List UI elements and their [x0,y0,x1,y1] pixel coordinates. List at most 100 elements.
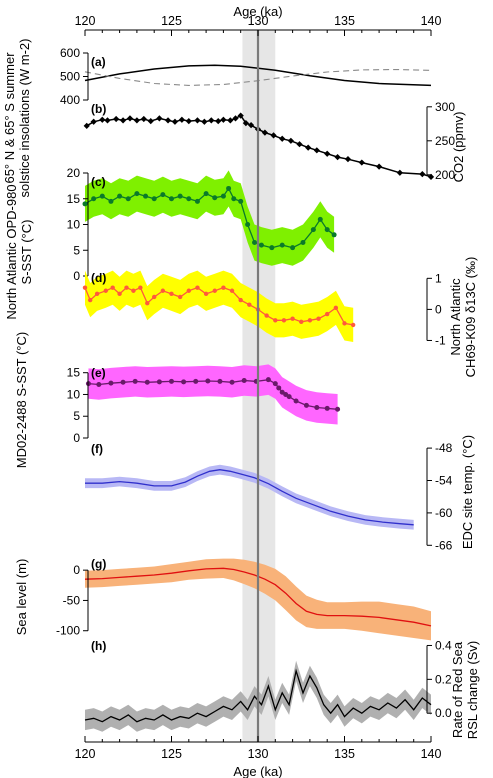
data-point [303,402,309,408]
data-point [126,115,134,122]
data-point [242,120,250,127]
data-point [276,385,282,391]
y-tick-label: 1 [435,271,442,285]
data-point [305,144,312,151]
panel-tag: (b) [91,102,106,116]
data-point [333,305,339,311]
data-point [217,378,223,384]
data-point [258,242,264,248]
data-point [212,195,218,201]
data-point [208,117,215,124]
data-point [229,288,235,293]
data-point [99,193,105,199]
data-point [96,381,102,387]
data-point [334,154,341,161]
data-point [132,378,138,384]
uncertainty-band [85,270,354,342]
series-line-0 [84,64,432,87]
data-point [138,285,143,290]
data-point [164,117,172,124]
panel-5: -48 -54 -60 -66 (f) [85,441,453,552]
data-point [178,116,185,123]
insolation-axis-title: 65° N & 65° S summersolstice insolations… [2,39,32,198]
y-tick-label: 600 [60,46,80,60]
data-point [331,232,337,238]
data-point [231,196,237,202]
data-point [342,321,347,326]
x-tick-label: 140 [421,747,442,761]
data-point [232,115,239,122]
x-tick-label: 130 [248,747,269,761]
data-point [117,193,123,199]
data-point [265,377,271,383]
data-point [300,240,306,246]
data-point [281,318,287,323]
data-point [238,198,244,204]
y-tick-label: -100 [56,624,80,638]
sealevel-axis-title: Sea level (m) [14,559,29,636]
data-point [119,117,127,124]
panel-2: 0 5 10 15 20 (c) [67,166,337,283]
data-point [227,117,234,124]
data-point [177,294,183,300]
data-point [220,116,227,123]
y-tick-label: -66 [435,538,453,552]
data-point [113,115,120,123]
data-point [203,191,209,197]
y-tick-label: 5 [73,243,80,257]
panel-6: -100 -50 0 (g) [56,557,432,641]
data-point [317,216,323,222]
y-tick-label: 400 [60,93,80,107]
data-point [169,196,174,202]
x-tick-label: 130 [248,14,269,28]
data-point [307,318,313,323]
uncertainty-band [85,170,335,266]
data-point [147,117,154,125]
y-tick-label: 0.0 [435,706,452,720]
y-tick-label: 0 [73,563,80,577]
x-tick-label: 125 [161,14,182,28]
data-point [186,288,191,293]
data-point [156,115,163,122]
ch69-axis-title: North AtlanticCH69-K09 δ13C (‰) [448,257,478,378]
panel-tag: (h) [91,639,106,653]
data-point [185,117,192,125]
data-point [324,150,331,157]
data-point [193,378,199,384]
x-tick-label: 140 [421,14,442,28]
data-point [82,285,88,290]
x-axis-top-label: Age (ka) [233,4,282,19]
data-point [169,378,174,384]
x-tick-label: 120 [75,14,96,28]
panels: 400500600(a)200250300(b)05101520(c)-101(… [56,30,455,742]
y-tick-label: 500 [60,70,80,84]
data-point [108,198,114,204]
data-point [203,291,209,297]
redsea-axis-title: Rate of Red SeaRSL change (Sv) [450,641,480,740]
data-point [325,311,330,317]
data-point [269,245,275,251]
data-point [90,118,97,125]
data-point [226,185,232,191]
data-point [344,156,352,163]
data-point [194,198,200,204]
panel-tag: (e) [91,366,106,380]
data-point [286,394,292,400]
data-point [83,122,90,129]
data-point [205,378,211,384]
x-tick-label: 125 [161,747,182,761]
data-point [247,302,252,307]
y-tick-label: 20 [67,166,81,180]
data-point [241,378,247,384]
data-point [296,141,303,148]
panel-4: 0 5 10 15 (e) [67,364,341,445]
data-point [195,285,200,290]
data-point [133,117,141,124]
data-point [134,191,140,197]
data-point [194,117,201,124]
data-point [335,406,341,412]
data-point [125,196,131,202]
x-axis-frame: 120 125 130 135 140 120 125 130 135 140 [75,14,442,761]
data-point [313,147,320,154]
uncertainty-band [85,464,414,530]
